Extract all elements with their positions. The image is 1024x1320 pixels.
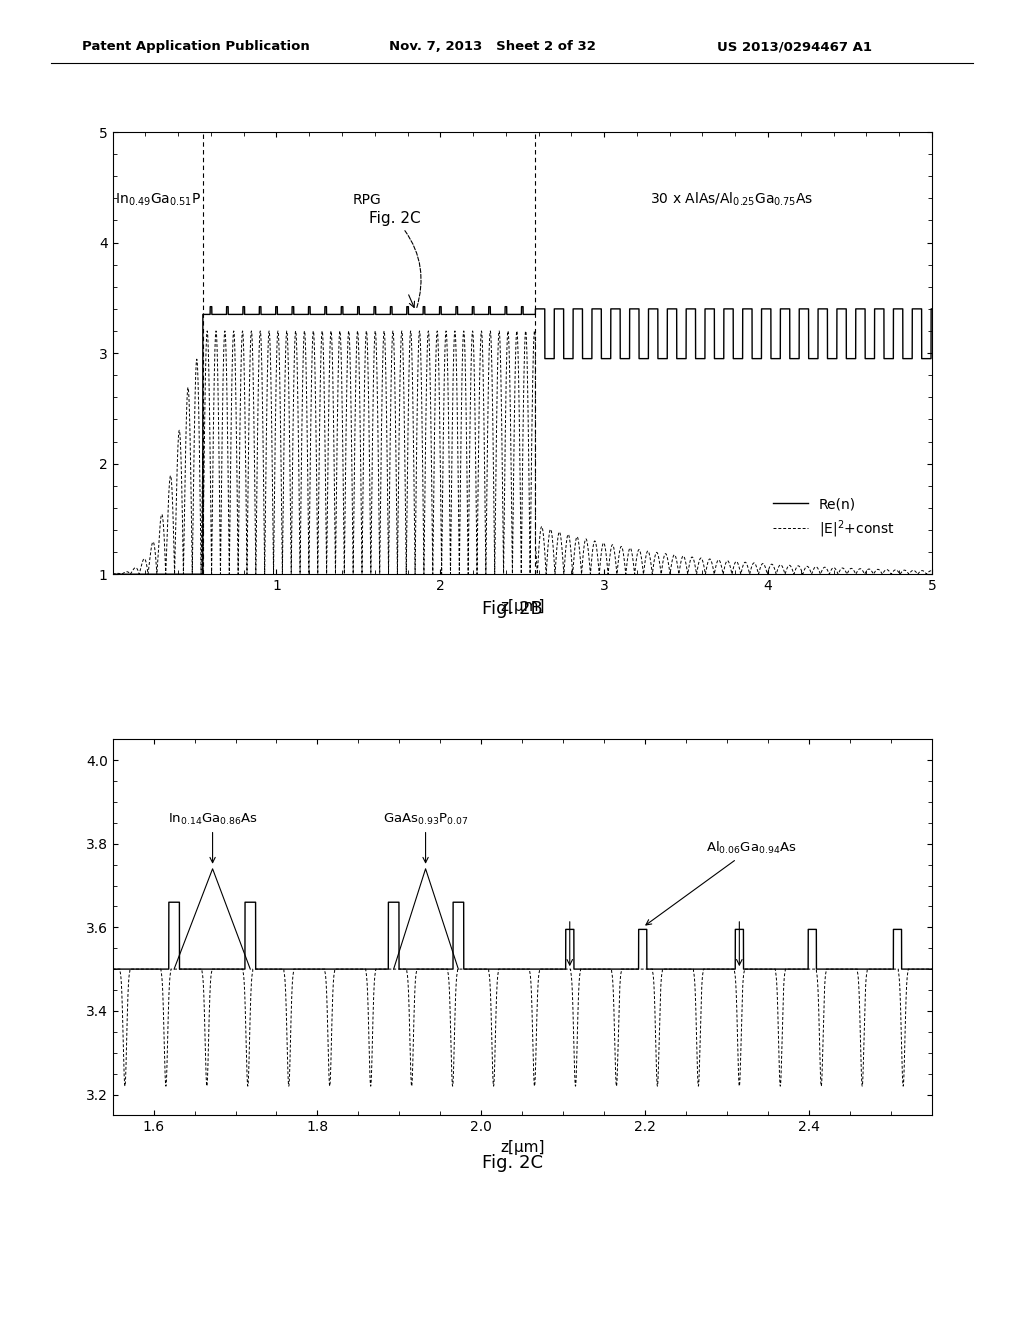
Text: GaAs$_{0.93}$P$_{0.07}$: GaAs$_{0.93}$P$_{0.07}$ (383, 812, 468, 863)
Legend: Re(n), |E|$^2$+const: Re(n), |E|$^2$+const (768, 491, 900, 545)
Text: Al$_{0.06}$Ga$_{0.94}$As: Al$_{0.06}$Ga$_{0.94}$As (646, 840, 797, 925)
X-axis label: z[μm]: z[μm] (500, 598, 545, 614)
Text: Nov. 7, 2013   Sheet 2 of 32: Nov. 7, 2013 Sheet 2 of 32 (389, 40, 596, 53)
Text: RPG: RPG (352, 193, 381, 207)
Text: Fig. 2B: Fig. 2B (481, 599, 543, 618)
Text: Fig. 2C: Fig. 2C (481, 1154, 543, 1172)
Text: In$_{0.14}$Ga$_{0.86}$As: In$_{0.14}$Ga$_{0.86}$As (168, 812, 258, 863)
Text: 30 x AlAs/Al$_{0.25}$Ga$_{0.75}$As: 30 x AlAs/Al$_{0.25}$Ga$_{0.75}$As (650, 191, 813, 209)
X-axis label: z[μm]: z[μm] (500, 1139, 545, 1155)
Text: In$_{0.49}$Ga$_{0.51}$P: In$_{0.49}$Ga$_{0.51}$P (116, 191, 202, 209)
Text: US 2013/0294467 A1: US 2013/0294467 A1 (717, 40, 871, 53)
Text: Fig. 2C: Fig. 2C (369, 211, 421, 309)
Text: Patent Application Publication: Patent Application Publication (82, 40, 309, 53)
